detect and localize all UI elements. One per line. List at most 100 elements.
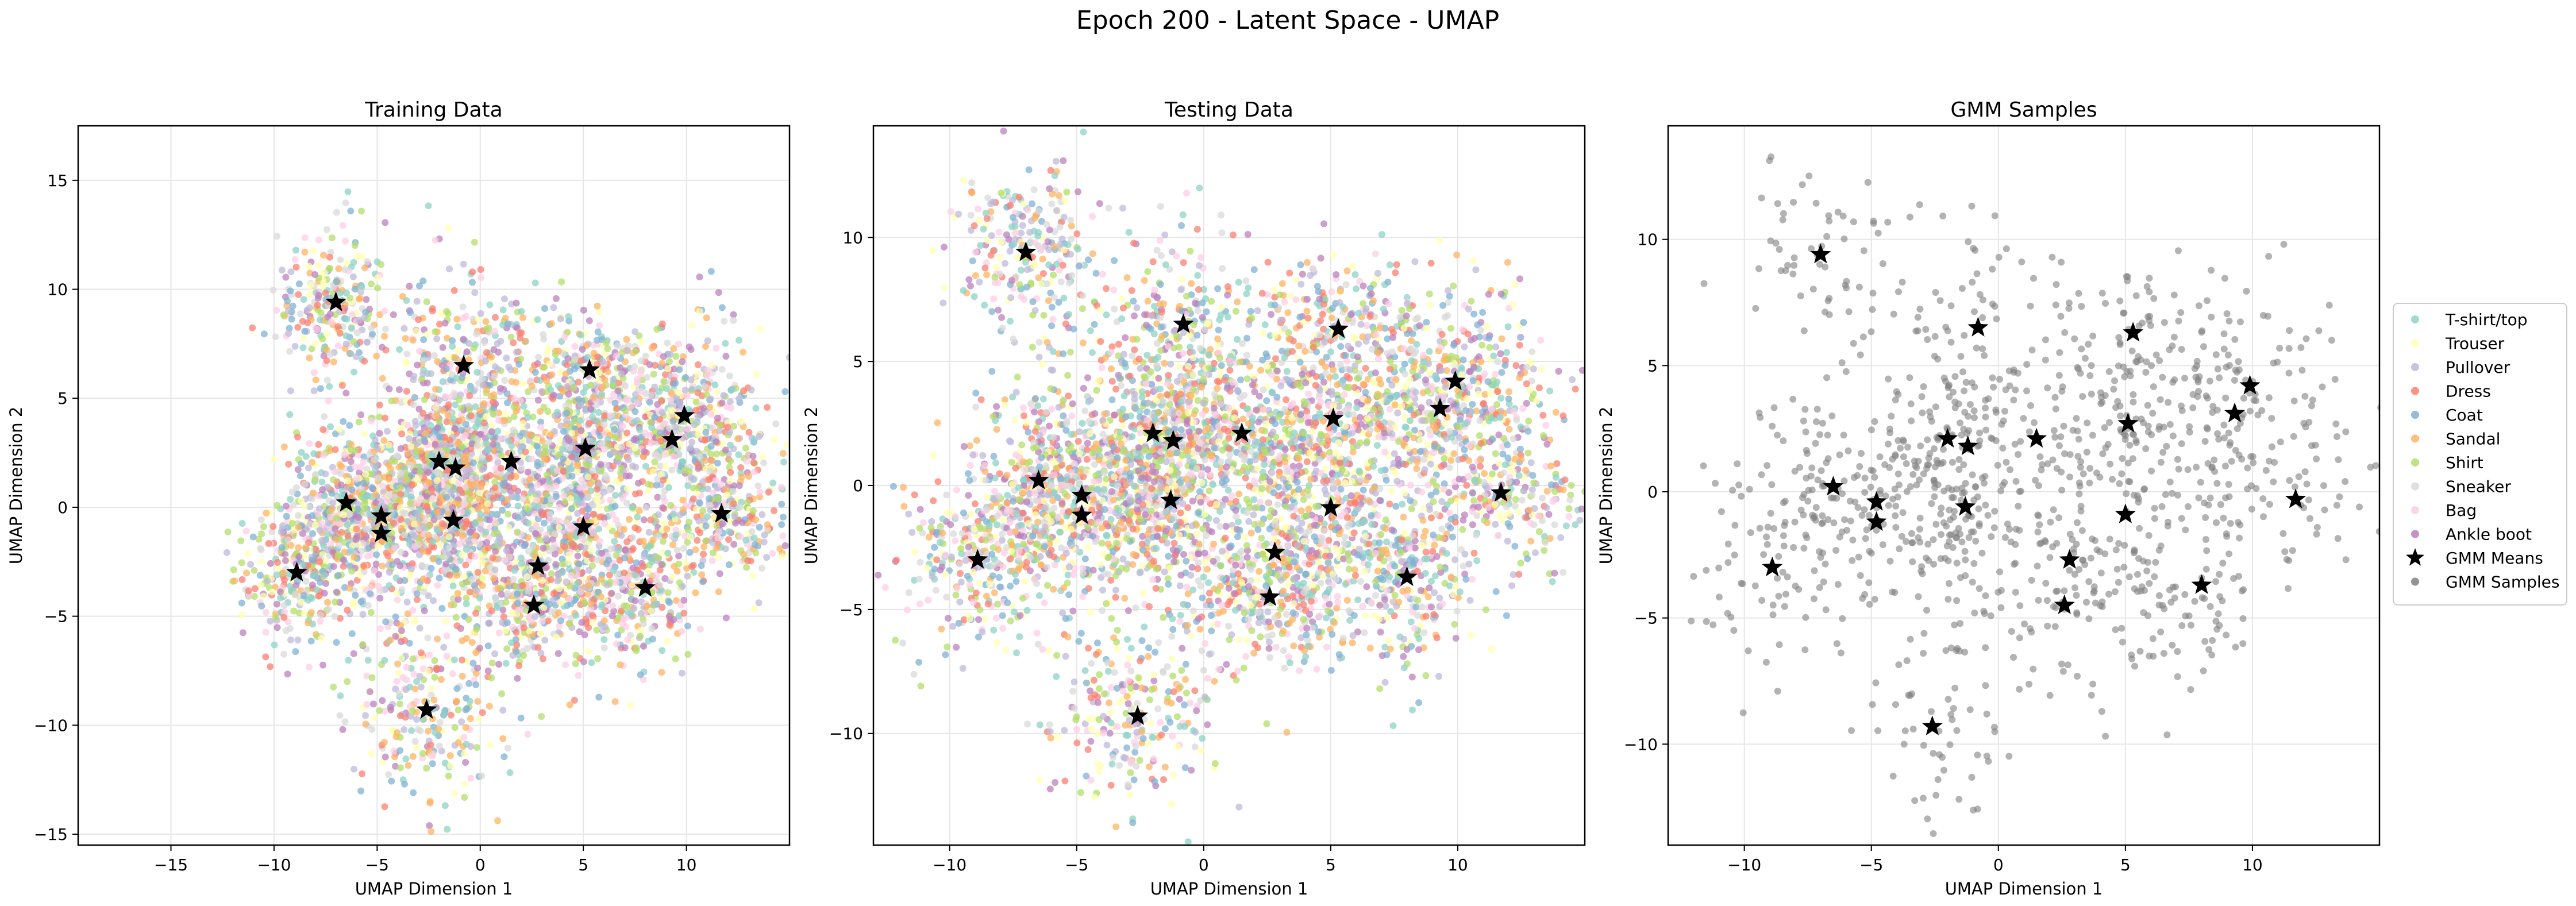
data-point bbox=[575, 396, 582, 403]
data-point bbox=[511, 566, 518, 574]
data-point bbox=[821, 519, 828, 526]
data-point bbox=[328, 506, 336, 513]
data-point bbox=[478, 274, 485, 282]
data-point bbox=[519, 582, 526, 589]
data-point bbox=[440, 535, 447, 543]
data-point bbox=[397, 549, 405, 556]
data-point bbox=[463, 600, 470, 608]
data-point bbox=[545, 557, 552, 564]
data-point bbox=[507, 474, 514, 481]
data-point bbox=[414, 596, 421, 603]
data-point bbox=[534, 490, 542, 498]
data-point bbox=[319, 335, 326, 342]
data-point bbox=[594, 328, 602, 336]
data-point bbox=[574, 552, 582, 560]
data-point bbox=[618, 370, 625, 377]
data-point bbox=[515, 361, 523, 368]
data-point bbox=[491, 519, 499, 526]
data-point bbox=[502, 627, 509, 634]
data-point bbox=[501, 411, 509, 418]
data-point bbox=[580, 389, 587, 396]
data-point bbox=[323, 226, 330, 233]
data-point bbox=[619, 495, 626, 502]
data-point bbox=[317, 618, 324, 625]
data-point bbox=[730, 422, 737, 430]
data-point bbox=[524, 414, 532, 421]
data-point bbox=[238, 559, 245, 566]
data-point bbox=[318, 479, 326, 485]
data-point bbox=[279, 569, 287, 577]
data-point bbox=[331, 468, 338, 476]
data-point bbox=[568, 540, 576, 548]
data-point bbox=[541, 455, 548, 462]
data-point bbox=[646, 361, 653, 368]
data-point bbox=[715, 528, 723, 535]
data-point bbox=[364, 602, 372, 609]
data-point bbox=[298, 599, 305, 606]
data-point bbox=[361, 430, 368, 438]
data-point bbox=[332, 311, 339, 318]
data-point bbox=[348, 311, 356, 318]
data-point bbox=[622, 623, 630, 630]
data-point bbox=[231, 577, 238, 585]
data-point bbox=[675, 340, 682, 348]
data-point bbox=[403, 297, 410, 304]
data-point bbox=[459, 580, 466, 588]
data-point bbox=[638, 338, 645, 345]
data-point bbox=[553, 408, 561, 416]
data-point bbox=[302, 544, 309, 551]
data-point bbox=[522, 448, 529, 456]
data-point bbox=[575, 672, 582, 679]
data-point bbox=[694, 371, 702, 378]
data-point bbox=[646, 542, 653, 550]
data-point bbox=[501, 417, 509, 424]
data-point bbox=[467, 774, 475, 782]
data-point bbox=[692, 589, 699, 596]
data-point bbox=[735, 451, 742, 458]
data-point bbox=[642, 352, 649, 360]
data-point bbox=[713, 345, 720, 352]
data-point bbox=[662, 462, 669, 470]
data-point bbox=[502, 660, 510, 667]
data-point bbox=[632, 328, 638, 336]
data-point bbox=[503, 547, 510, 554]
data-point bbox=[458, 475, 465, 482]
data-point bbox=[455, 396, 463, 403]
data-point bbox=[657, 437, 665, 445]
data-point bbox=[288, 519, 296, 527]
data-point bbox=[571, 356, 579, 364]
data-point bbox=[679, 496, 687, 504]
data-point bbox=[289, 302, 297, 310]
data-point bbox=[513, 538, 520, 546]
data-point bbox=[351, 286, 359, 293]
data-point bbox=[378, 344, 386, 351]
data-point bbox=[294, 323, 302, 331]
data-point bbox=[778, 521, 785, 529]
data-point bbox=[479, 375, 486, 383]
data-point bbox=[704, 337, 711, 345]
data-point bbox=[274, 233, 280, 240]
data-point bbox=[327, 423, 334, 430]
data-point bbox=[310, 369, 318, 376]
data-point bbox=[479, 575, 487, 582]
data-point bbox=[505, 524, 513, 531]
data-point bbox=[476, 407, 484, 414]
data-point bbox=[629, 503, 636, 511]
data-point bbox=[675, 552, 683, 560]
data-point bbox=[495, 349, 502, 356]
data-point bbox=[580, 599, 588, 607]
data-point bbox=[538, 388, 545, 395]
data-point bbox=[403, 599, 411, 606]
data-point bbox=[668, 574, 676, 581]
data-point bbox=[672, 597, 680, 604]
data-point bbox=[613, 352, 621, 360]
data-point bbox=[326, 265, 333, 272]
data-point bbox=[514, 514, 522, 521]
data-point bbox=[396, 346, 403, 353]
data-point bbox=[460, 453, 467, 461]
data-point bbox=[632, 597, 639, 604]
data-point bbox=[727, 469, 734, 476]
data-point bbox=[641, 448, 648, 456]
data-point bbox=[294, 433, 301, 441]
